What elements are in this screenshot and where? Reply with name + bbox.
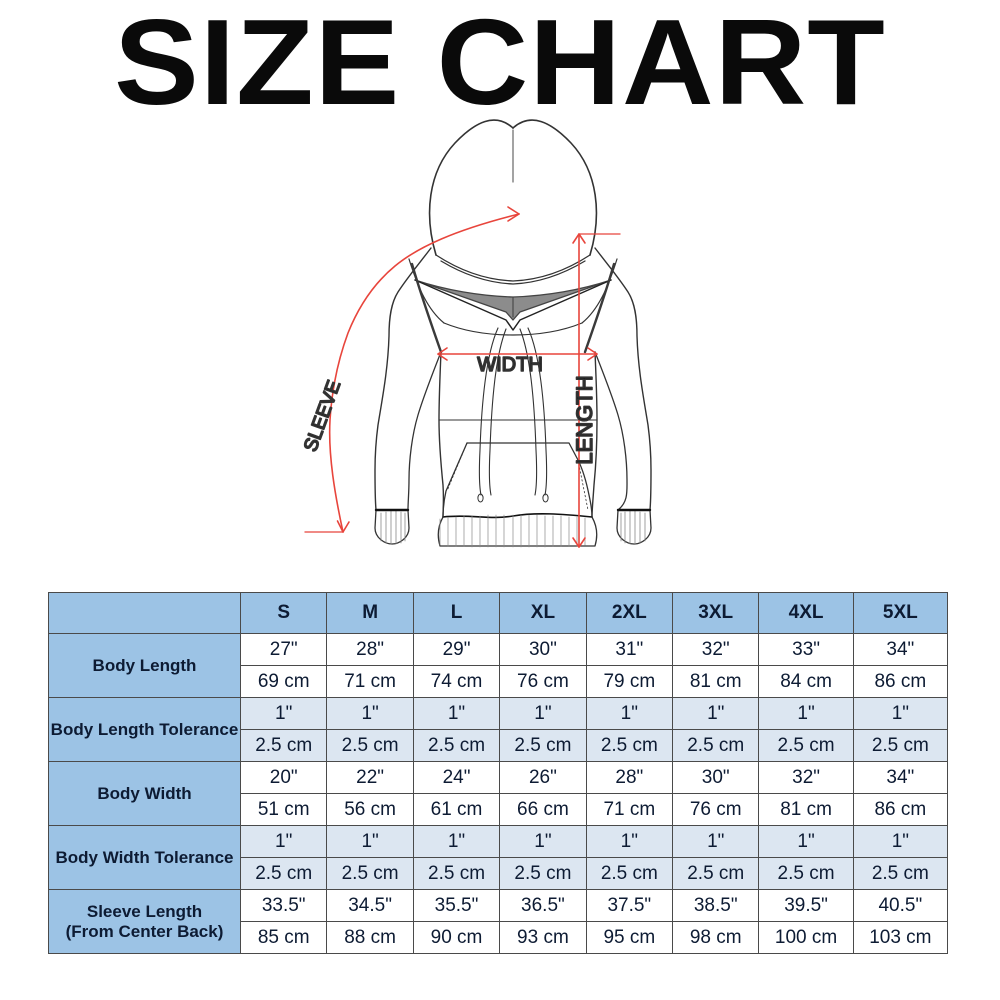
- svg-text:LENGTH: LENGTH: [572, 375, 597, 464]
- svg-text:WIDTH: WIDTH: [477, 354, 543, 376]
- svg-text:SLEEVE: SLEEVE: [300, 378, 345, 455]
